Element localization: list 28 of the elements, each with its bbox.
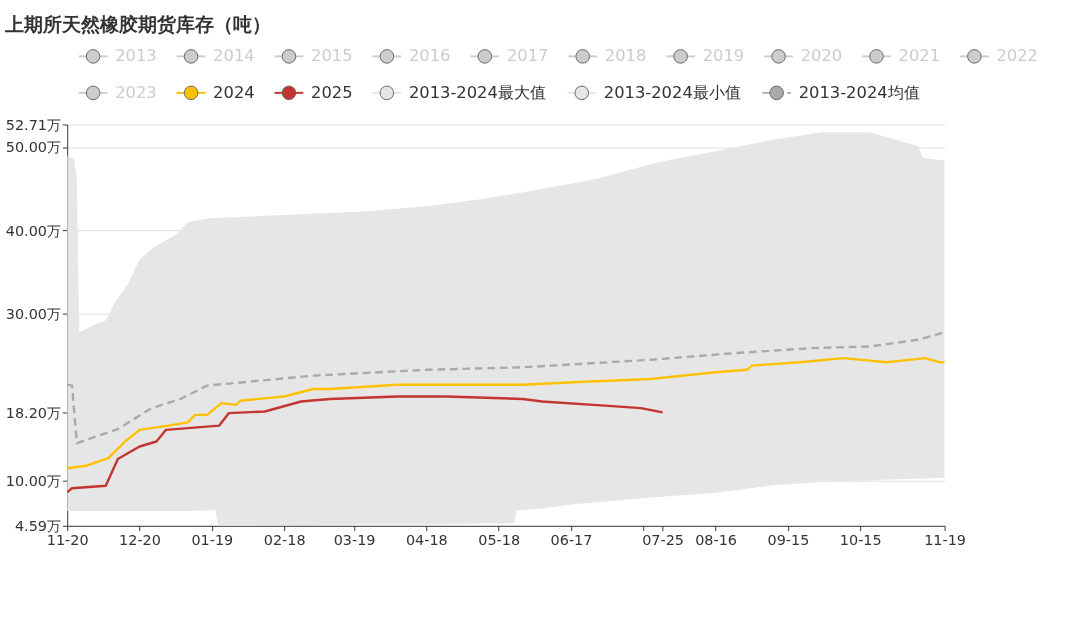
chart-title: 上期所天然橡胶期货库存（吨） (3, 13, 271, 37)
legend-label: 2025 (311, 82, 353, 102)
x-tick-label: 06-17 (550, 531, 593, 548)
x-tick-label: 03-19 (333, 531, 376, 548)
y-tick-label: 10.00万 (5, 472, 61, 489)
y-tick-label: 52.71万 (5, 116, 61, 133)
y-tick-label: 30.00万 (5, 306, 61, 323)
y-tick-label: 40.00万 (5, 222, 61, 239)
x-tick-label: 10-15 (839, 531, 882, 548)
x-tick-label: 09-15 (767, 531, 810, 548)
x-tick-label: 08-16 (695, 531, 738, 548)
legend-label: 2013-2024均值 (798, 82, 920, 102)
line-series (67, 395, 664, 494)
line-series (67, 331, 945, 445)
line-series (67, 356, 945, 470)
legend-label: 2013-2024最小值 (603, 82, 741, 102)
y-tick-label: 4.59万 (14, 518, 61, 535)
x-tick-label: 11-19 (924, 531, 967, 548)
legend-label: 2024 (213, 82, 255, 102)
x-tick-label: 12-20 (119, 531, 161, 548)
x-tick-label: 01-19 (191, 531, 234, 548)
x-tick-label: 04-18 (405, 531, 448, 548)
legend-label: 2013-2024最大值 (408, 82, 546, 102)
y-tick-label: 18.20万 (5, 404, 61, 421)
y-tick-label: 50.00万 (5, 139, 61, 156)
x-tick-label: 07-25 (642, 531, 684, 548)
x-tick-label: 05-18 (478, 531, 521, 548)
x-tick-label: 02-18 (263, 531, 306, 548)
